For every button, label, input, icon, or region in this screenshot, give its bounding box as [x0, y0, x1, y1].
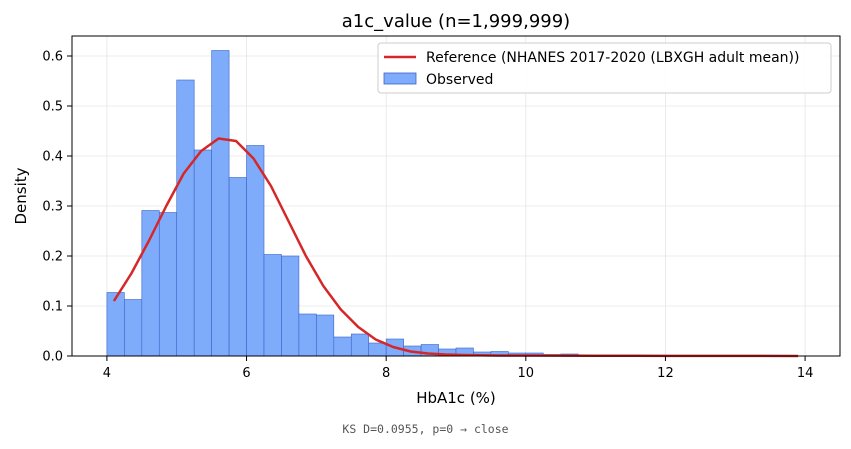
y-tick-label: 0.1	[42, 300, 63, 315]
histogram-bar	[141, 210, 160, 357]
histogram-bar	[211, 50, 230, 357]
legend: Reference (NHANES 2017-2020 (LBXGH adult…	[377, 42, 832, 94]
legend-reference-label: Reference (NHANES 2017-2020 (LBXGH adult…	[426, 50, 799, 66]
histogram-bar	[281, 255, 300, 357]
histogram-bars	[106, 50, 596, 357]
y-axis-ticks: 0.0 0.1 0.2 0.3 0.4 0.5 0.6	[42, 50, 72, 365]
legend-box	[377, 42, 832, 94]
plot-area-frame	[71, 35, 841, 357]
x-tick-label: 8	[382, 366, 390, 381]
histogram-bar	[263, 254, 282, 357]
legend-observed-swatch	[383, 72, 417, 85]
y-tick-label: 0.3	[42, 200, 63, 215]
x-tick-label: 10	[518, 366, 535, 381]
histogram-bar	[368, 342, 387, 357]
x-tick-label: 4	[103, 366, 111, 381]
histogram-bar	[106, 292, 125, 357]
y-tick-label: 0.4	[42, 150, 63, 165]
histogram-bar	[158, 212, 178, 357]
y-axis-label: Density	[12, 167, 30, 224]
x-tick-label: 12	[657, 366, 674, 381]
x-tick-label: 14	[797, 366, 814, 381]
histogram-bar	[193, 149, 212, 357]
x-axis-ticks: 4 6 8 10 12 14	[103, 356, 814, 381]
y-tick-label: 0.0	[42, 350, 63, 365]
x-tick-label: 6	[242, 366, 250, 381]
y-tick-label: 0.6	[42, 50, 63, 65]
histogram-bar	[176, 79, 195, 357]
y-tick-label: 0.5	[42, 100, 63, 115]
histogram-bar	[124, 299, 143, 357]
legend-observed-label: Observed	[426, 72, 493, 88]
chart-title: a1c_value (n=1,999,999)	[342, 11, 570, 32]
histogram-bar	[246, 145, 265, 357]
ks-statistic-footer: KS D=0.0955, p=0 → close	[342, 422, 509, 436]
y-tick-label: 0.2	[42, 250, 63, 265]
histogram-bar	[228, 177, 247, 357]
x-axis-label: HbA1c (%)	[416, 389, 496, 407]
histogram-bar	[333, 336, 352, 357]
histogram-bar	[298, 313, 317, 357]
histogram-bar	[350, 333, 370, 357]
histogram-bar	[316, 314, 335, 357]
